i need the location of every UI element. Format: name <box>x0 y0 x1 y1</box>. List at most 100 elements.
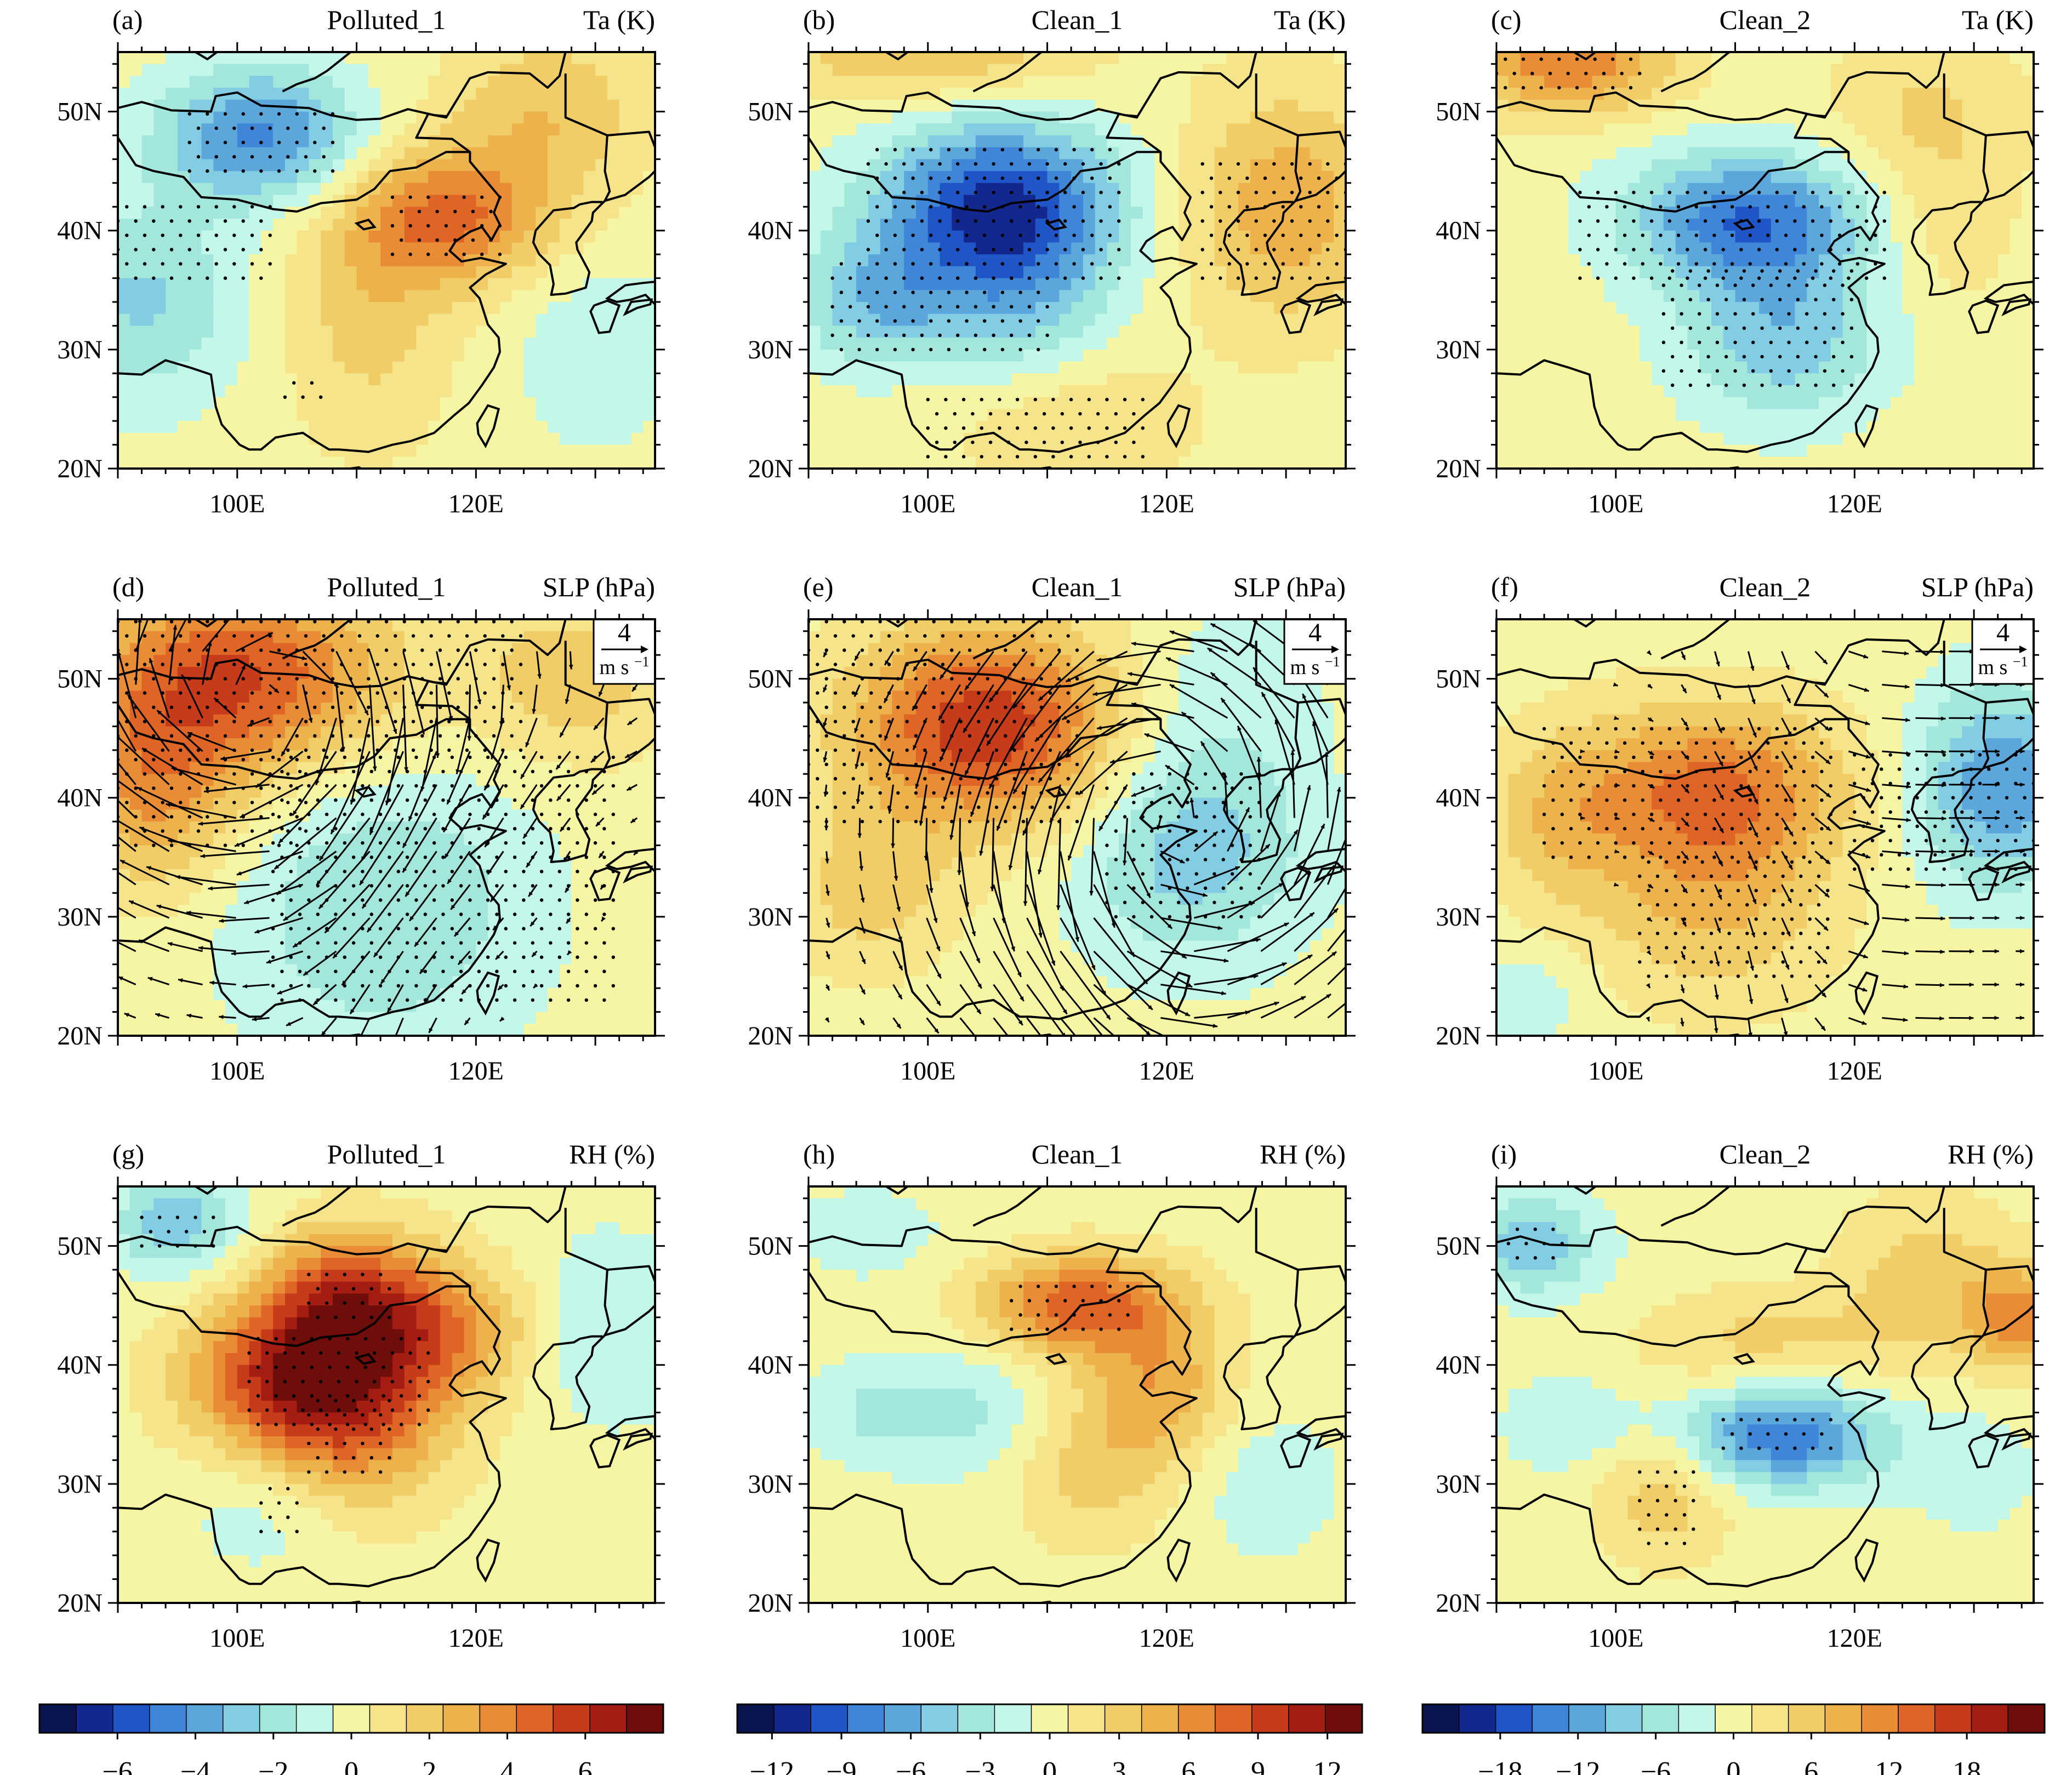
field-cell <box>536 147 548 160</box>
field-cell <box>595 219 608 231</box>
field-cell <box>440 881 453 894</box>
field-cell <box>177 1012 190 1025</box>
field-cell <box>511 1198 525 1211</box>
stipple-dot <box>143 663 147 666</box>
field-cell <box>643 338 655 350</box>
field-cell <box>631 147 644 160</box>
field-cell <box>166 726 178 739</box>
field-cell <box>631 1246 644 1259</box>
wind-arrowhead <box>333 682 339 688</box>
field-cell <box>643 52 655 65</box>
field-cell <box>404 361 417 374</box>
field-cell <box>440 88 453 100</box>
stipple-dot <box>423 798 427 802</box>
field-cell <box>225 869 238 882</box>
stipple-dot <box>331 648 335 652</box>
stipple-dot <box>375 663 379 666</box>
field-cell <box>344 432 357 446</box>
field-cell <box>177 1000 190 1013</box>
field-cell <box>440 159 453 172</box>
stipple-dot <box>187 248 191 252</box>
field-cell <box>523 655 537 667</box>
field-cell <box>619 230 632 243</box>
field-cell <box>548 373 560 386</box>
field-cell <box>583 857 596 870</box>
field-cell <box>141 123 155 136</box>
field-cell <box>571 409 584 422</box>
field-cell <box>284 421 298 433</box>
field-cell <box>548 147 560 160</box>
stipple-dot <box>343 984 346 988</box>
field-cell <box>189 111 202 124</box>
field-cell <box>416 976 429 989</box>
field-cell <box>189 1000 202 1013</box>
stipple-dot <box>250 126 254 130</box>
wind-arrow <box>156 709 203 752</box>
field-cell <box>404 111 417 124</box>
field-cell <box>452 373 465 386</box>
field-cell <box>284 703 298 715</box>
field-cell <box>476 988 489 1001</box>
wind-arrowhead <box>487 869 492 875</box>
wind-arrowhead <box>321 1031 326 1036</box>
field-cell <box>201 631 214 644</box>
stipple-dot <box>241 705 245 709</box>
field-cell <box>237 432 250 446</box>
field-cell <box>129 714 143 727</box>
stipple-dot <box>277 843 281 847</box>
field-cell <box>344 242 357 255</box>
field-cell <box>153 195 167 208</box>
field-cell <box>166 857 178 870</box>
wind-arrow <box>316 817 371 886</box>
field-cell <box>380 135 393 148</box>
field-cell <box>631 1000 644 1013</box>
stipple-dot <box>611 927 616 931</box>
field-cell <box>523 254 537 267</box>
field-cell <box>464 99 477 112</box>
field-cell <box>607 928 620 941</box>
stipple-dot <box>343 784 346 788</box>
field-cell <box>607 230 620 243</box>
field-cell <box>499 266 513 279</box>
stipple-dot <box>298 769 302 774</box>
field-cell <box>213 171 226 184</box>
field-cell <box>476 1293 489 1306</box>
field-cell <box>416 952 429 965</box>
field-cell <box>392 964 405 977</box>
field-cell <box>237 230 250 243</box>
field-cell <box>356 797 369 811</box>
field-cell <box>476 750 489 763</box>
field-cell <box>118 1258 130 1270</box>
field-cell <box>536 797 548 811</box>
field-cell <box>476 254 489 267</box>
stipple-dot <box>375 634 379 638</box>
field-cell <box>129 1329 143 1342</box>
field-cell <box>631 762 644 775</box>
field-cell <box>392 1246 405 1259</box>
field-cell <box>201 1198 214 1211</box>
field-cell <box>511 135 525 148</box>
field-cell <box>392 290 405 303</box>
wind-arrow <box>149 658 170 718</box>
field-cell <box>595 242 608 255</box>
field-cell <box>356 1222 369 1235</box>
field-cell <box>321 135 333 148</box>
field-cell <box>368 326 382 339</box>
field-cell <box>619 195 632 208</box>
field-cell <box>583 893 596 906</box>
field-cell <box>499 123 513 136</box>
wind-arrow <box>118 650 137 718</box>
wind-arrowhead <box>364 710 368 715</box>
field-cell <box>523 111 537 124</box>
field-cell <box>559 242 572 255</box>
field-cell <box>333 1000 345 1013</box>
field-cell <box>404 409 417 422</box>
stipple-dot <box>223 648 227 652</box>
field-cell <box>404 64 417 77</box>
field-cell <box>464 940 477 953</box>
wind-arrow <box>532 684 538 714</box>
field-cell <box>249 738 262 751</box>
field-cell <box>368 809 382 823</box>
field-cell <box>643 99 655 112</box>
field-cell <box>380 1305 393 1318</box>
